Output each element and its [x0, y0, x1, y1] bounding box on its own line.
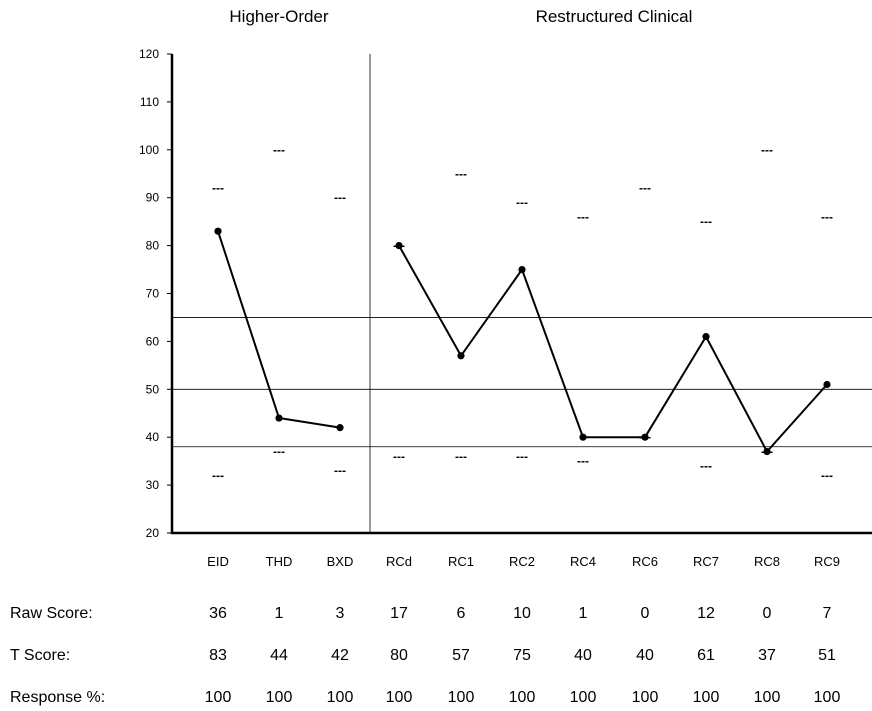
lower-marker: --- [212, 469, 224, 483]
table-cell: 36 [209, 605, 227, 622]
series-line [398, 245, 828, 454]
x-tick-label: RC4 [570, 554, 596, 569]
x-tick-label: RC8 [754, 554, 780, 569]
data-point [641, 433, 649, 441]
table-cell: 51 [818, 647, 836, 664]
lower-marker: --- [273, 445, 285, 459]
data-point [823, 380, 831, 389]
data-point [214, 227, 222, 235]
series-line [217, 230, 341, 429]
table-cell: 0 [763, 605, 772, 622]
table-cell: 100 [205, 689, 232, 706]
table-row-label: T Score: [10, 647, 70, 664]
table-cell: 100 [814, 689, 841, 706]
upper-marker: --- [761, 143, 773, 157]
table-cell: 6 [457, 605, 466, 622]
table-cell: 1 [275, 605, 284, 622]
table-row-label: Response %: [10, 689, 105, 706]
table-cell: 42 [331, 647, 349, 664]
y-tick-label: 50 [146, 382, 160, 396]
table-cell: 12 [697, 605, 715, 622]
table-cell: 0 [641, 605, 650, 622]
table-cell: 100 [448, 689, 475, 706]
lower-marker: --- [700, 459, 712, 473]
x-tick-label: RC7 [693, 554, 719, 569]
upper-marker: --- [516, 195, 528, 209]
data-point [336, 424, 344, 432]
y-tick-label: 80 [146, 239, 160, 253]
y-tick-label: 40 [146, 430, 160, 444]
y-tick-label: 100 [139, 143, 159, 157]
table-cell: 75 [513, 647, 531, 664]
y-tick-label: 60 [146, 334, 160, 348]
table-cell: 83 [209, 647, 227, 664]
table-cell: 100 [632, 689, 659, 706]
table-cell: 40 [636, 647, 654, 664]
table-cell: 100 [386, 689, 413, 706]
upper-marker: --- [639, 181, 651, 195]
data-point [518, 265, 526, 274]
table-cell: 61 [697, 647, 715, 664]
table-cell: 7 [823, 605, 832, 622]
x-tick-label: RC2 [509, 554, 535, 569]
table-cell: 1 [579, 605, 588, 622]
table-cell: 57 [452, 647, 470, 664]
table-cell: 10 [513, 605, 531, 622]
table-cell: 100 [754, 689, 781, 706]
x-tick-label: RC1 [448, 554, 474, 569]
table-cell: 40 [574, 647, 592, 664]
y-tick-label: 20 [146, 526, 160, 540]
table-row-label: Raw Score: [10, 605, 93, 622]
upper-marker: --- [273, 143, 285, 157]
y-tick-label: 110 [140, 95, 159, 109]
lower-marker: --- [455, 449, 467, 463]
x-tick-label: EID [207, 554, 229, 569]
data-point [763, 447, 771, 456]
x-tick-label: RC6 [632, 554, 658, 569]
table-cell: 100 [509, 689, 536, 706]
y-tick-label: 70 [146, 287, 160, 301]
lower-marker: --- [516, 449, 528, 463]
table-cell: 3 [336, 605, 345, 622]
section-title: Higher-Order [229, 7, 329, 26]
upper-marker: --- [212, 181, 224, 195]
table-cell: 100 [693, 689, 720, 706]
x-tick-label: RCd [386, 554, 412, 569]
data-point [275, 414, 283, 422]
upper-marker: --- [821, 210, 833, 224]
data-point [579, 433, 587, 441]
table-cell: 100 [570, 689, 597, 706]
data-point [457, 352, 465, 360]
y-tick-label: 30 [146, 478, 160, 492]
table-cell: 17 [390, 605, 408, 622]
table-cell: 80 [390, 647, 408, 664]
upper-marker: --- [455, 167, 467, 181]
table-cell: 44 [270, 647, 288, 664]
y-tick-label: 120 [139, 47, 159, 61]
upper-marker: --- [577, 210, 589, 224]
table-cell: 37 [758, 647, 776, 664]
x-tick-label: BXD [327, 554, 354, 569]
table-cell: 100 [266, 689, 293, 706]
x-tick-label: THD [266, 554, 293, 569]
lower-marker: --- [393, 449, 405, 463]
upper-marker: --- [334, 191, 346, 205]
upper-marker: --- [700, 215, 712, 229]
lower-marker: --- [334, 464, 346, 478]
x-tick-label: RC9 [814, 554, 840, 569]
section-title: Restructured Clinical [536, 7, 693, 26]
y-tick-label: 90 [146, 191, 160, 205]
table-cell: 100 [327, 689, 354, 706]
lower-marker: --- [821, 469, 833, 483]
data-point [702, 333, 710, 341]
data-point [395, 242, 403, 250]
lower-marker: --- [577, 454, 589, 468]
